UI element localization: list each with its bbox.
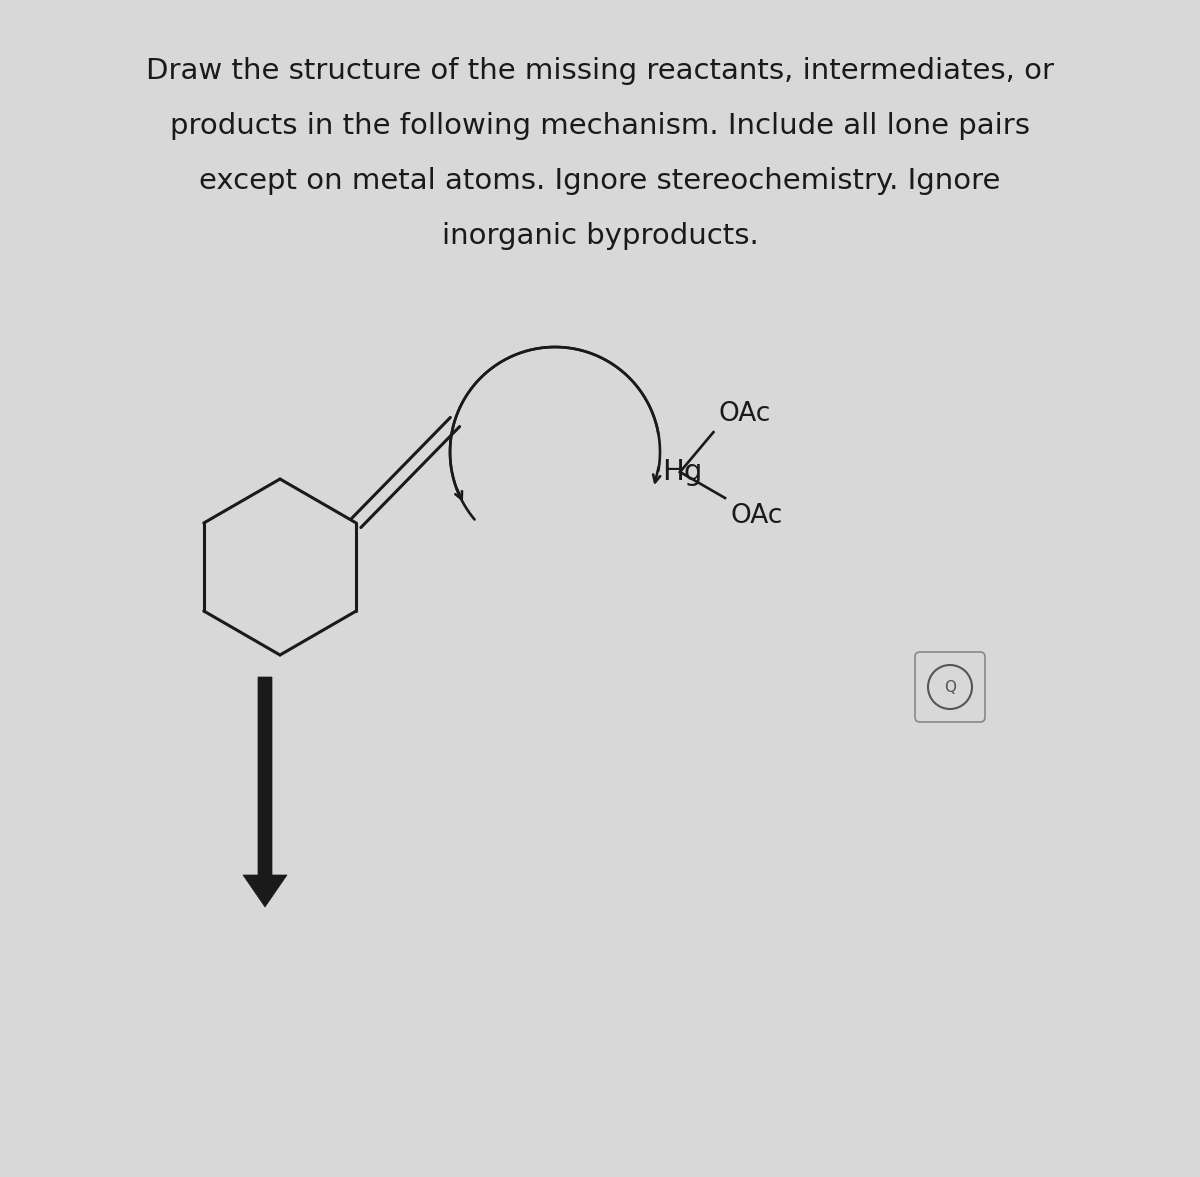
- Text: except on metal atoms. Ignore stereochemistry. Ignore: except on metal atoms. Ignore stereochem…: [199, 167, 1001, 195]
- Text: Draw the structure of the missing reactants, intermediates, or: Draw the structure of the missing reacta…: [146, 56, 1054, 85]
- Text: Hg: Hg: [662, 458, 702, 486]
- Text: products in the following mechanism. Include all lone pairs: products in the following mechanism. Inc…: [170, 112, 1030, 140]
- Text: Q: Q: [944, 679, 956, 694]
- Text: OAc: OAc: [730, 503, 782, 528]
- Text: OAc: OAc: [719, 401, 770, 427]
- Polygon shape: [242, 677, 287, 907]
- Text: inorganic byproducts.: inorganic byproducts.: [442, 222, 758, 250]
